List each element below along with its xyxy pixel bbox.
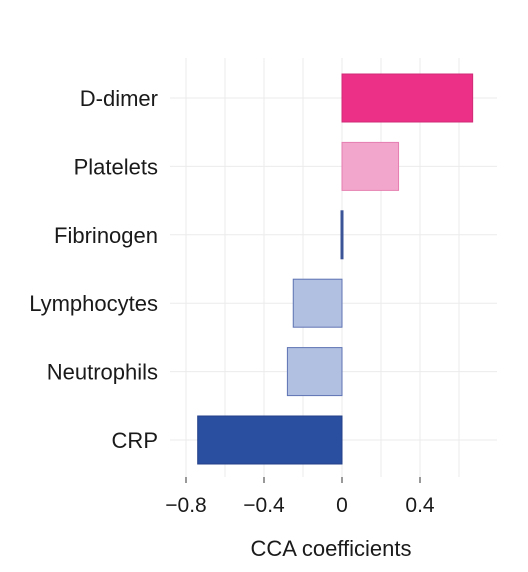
x-axis: −0.8 −0.4 0 0.4 [165,477,435,517]
x-tick-label: 0.4 [405,494,435,517]
category-label: Fibrinogen [54,223,158,248]
bar-crp [197,415,343,465]
category-label: CRP [112,428,158,453]
category-label: Lymphocytes [29,291,158,316]
bar-d-dimer [341,73,474,123]
bar-platelets [341,141,400,191]
bar-neutrophils [286,347,343,397]
category-label: Platelets [74,154,158,179]
category-label: Neutrophils [47,360,158,385]
bar-lymphocytes [292,278,343,328]
x-tick-label: −0.4 [243,494,285,517]
x-axis-title: CCA coefficients [250,536,411,561]
category-label: D-dimer [80,86,158,111]
bars [197,73,474,465]
category-labels: D-dimer Platelets Fibrinogen Lymphocytes Neu… [29,86,158,453]
bar-fibrinogen [340,210,344,260]
x-tick-label: −0.8 [165,494,206,517]
x-tick-label: 0 [336,494,348,517]
